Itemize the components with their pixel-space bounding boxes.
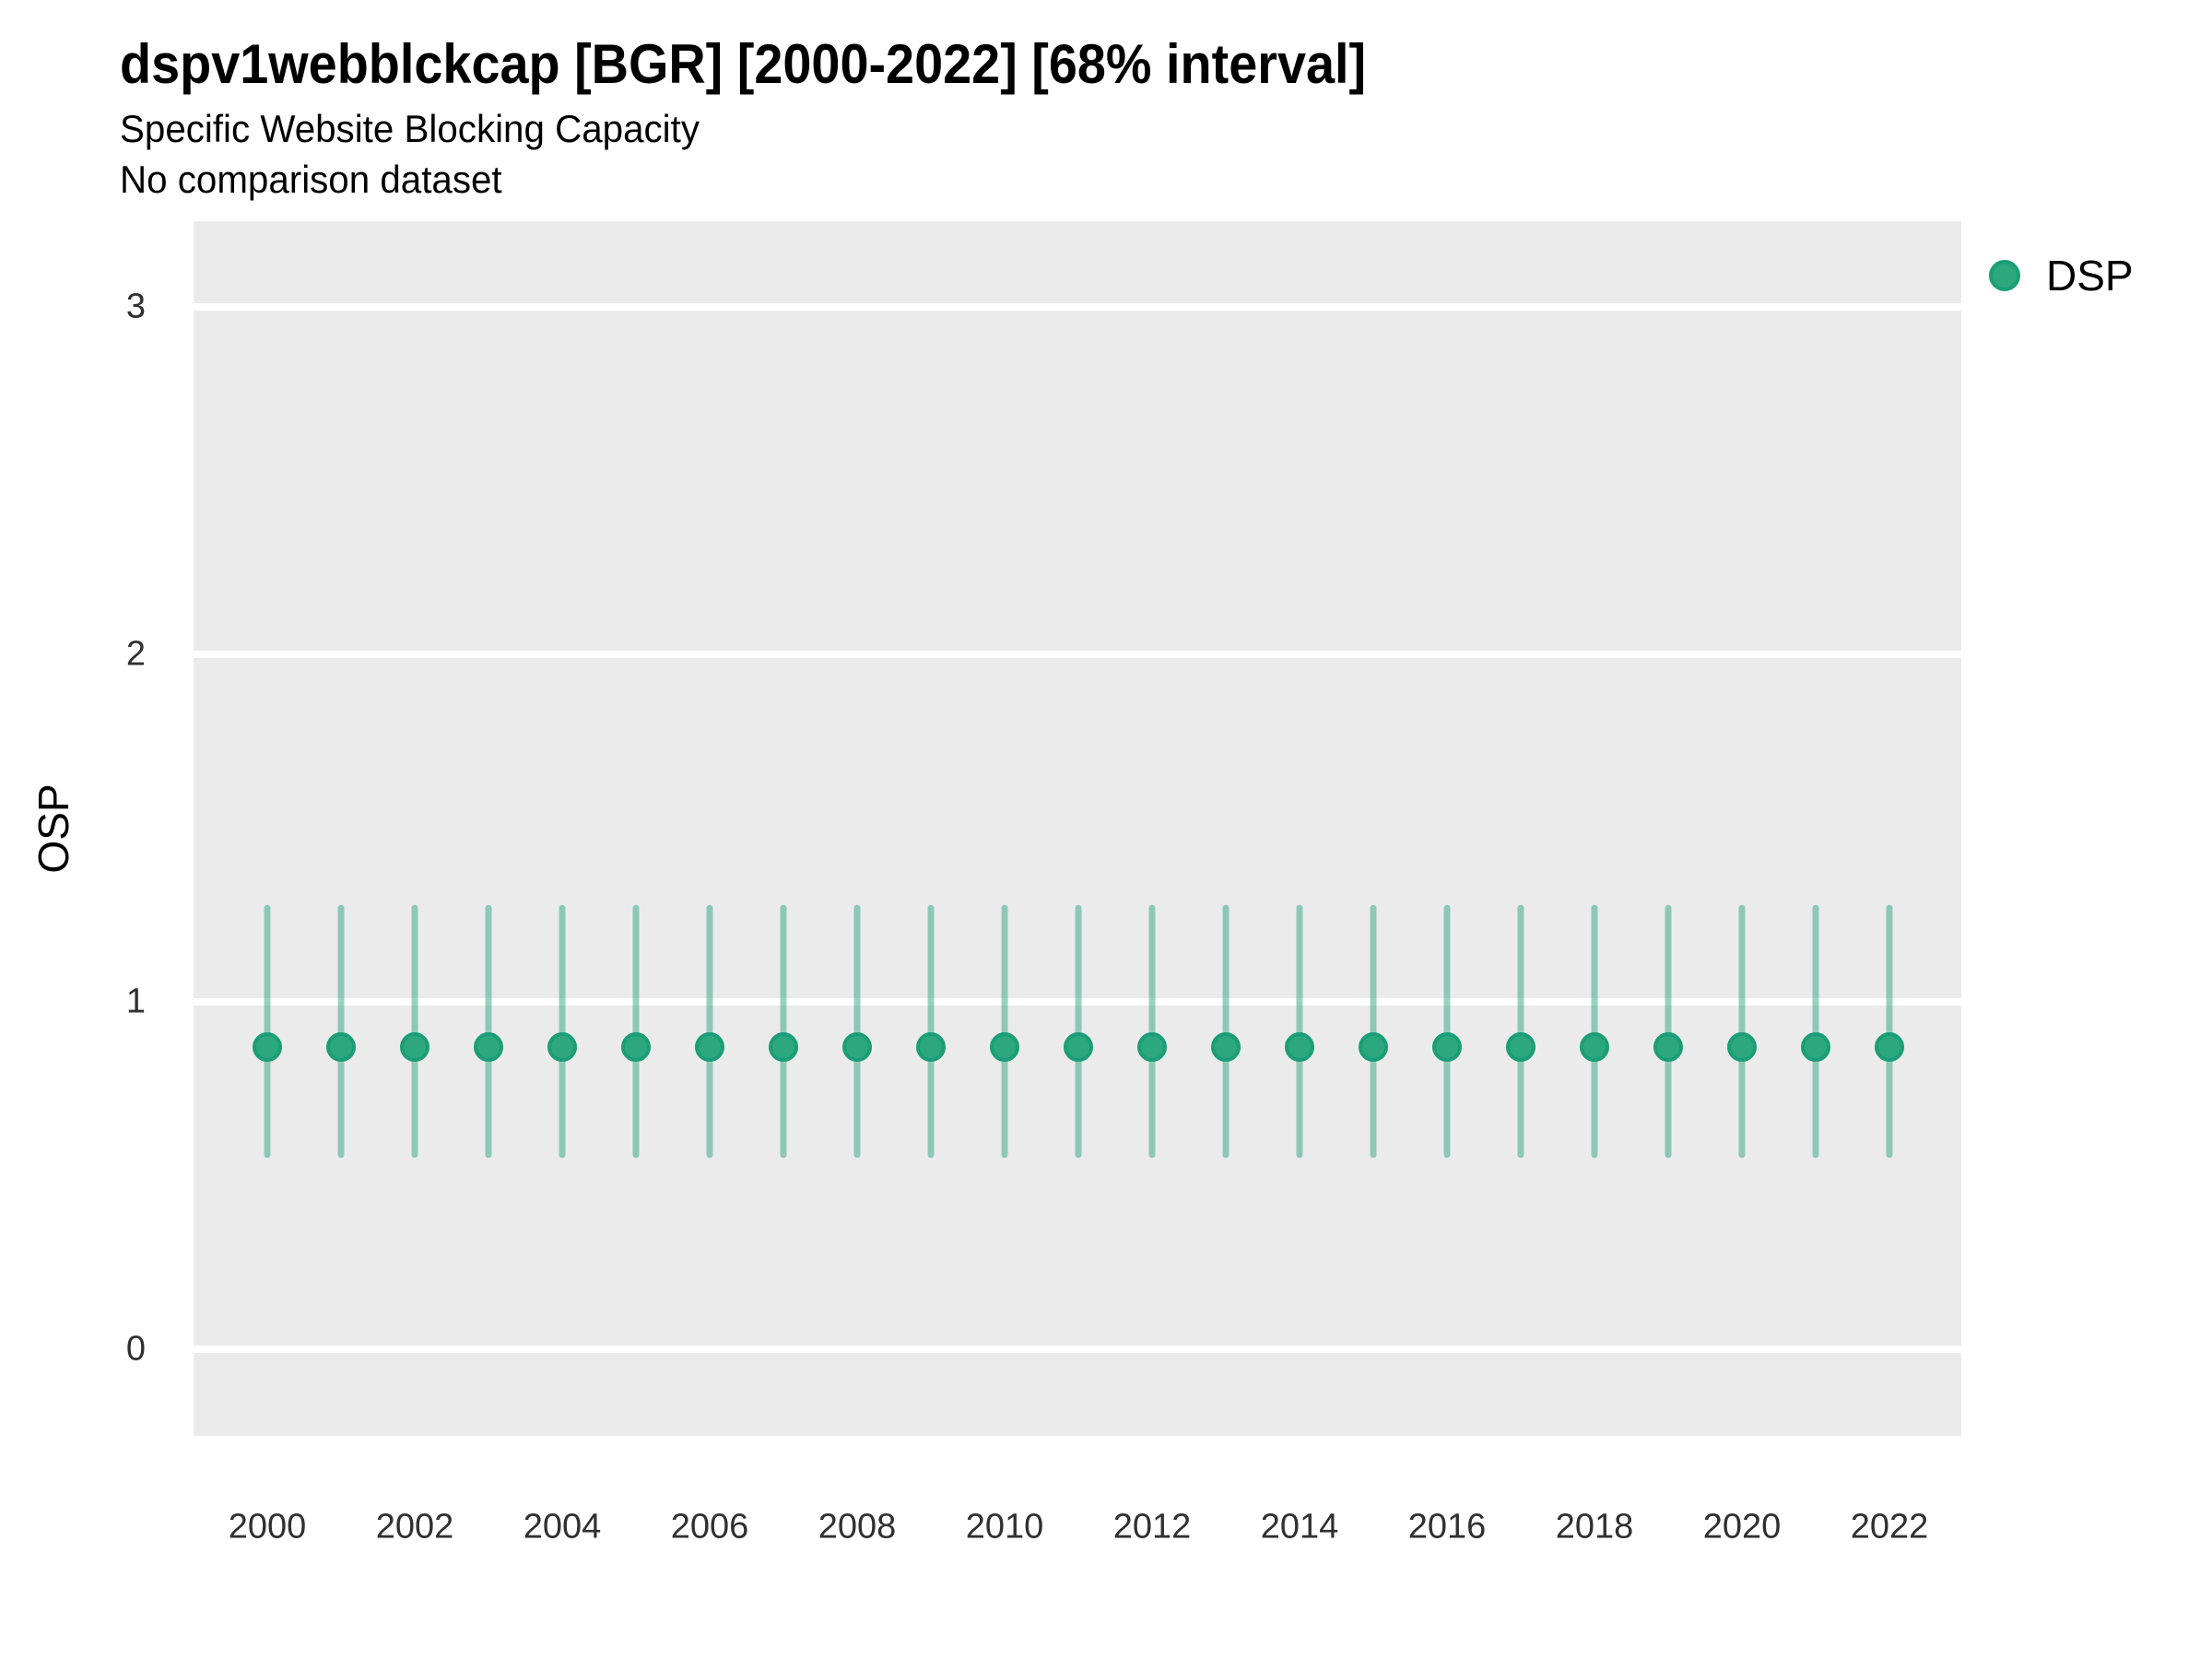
point-estimate-2020 <box>1727 1032 1757 1063</box>
point-estimate-2013 <box>1211 1032 1241 1063</box>
point-estimate-2001 <box>326 1032 356 1063</box>
point-estimate-2010 <box>990 1032 1019 1063</box>
point-estimate-2012 <box>1137 1032 1167 1063</box>
point-estimate-2016 <box>1432 1032 1462 1063</box>
point-estimate-2005 <box>621 1032 651 1063</box>
point-estimate-2019 <box>1653 1032 1683 1063</box>
x-tick-label-2000: 2000 <box>228 1507 307 1547</box>
x-tick-label-2008: 2008 <box>818 1507 897 1547</box>
point-estimate-2009 <box>916 1032 946 1063</box>
legend-label: DSP <box>2046 252 2134 300</box>
legend-point-icon <box>1989 260 2020 291</box>
x-tick-label-2010: 2010 <box>965 1507 1044 1547</box>
x-tick-label-2004: 2004 <box>523 1507 602 1547</box>
x-tick-label-2012: 2012 <box>1112 1507 1192 1547</box>
plot-canvas <box>194 303 1961 1353</box>
y-axis-title: OSP <box>29 783 77 874</box>
chart-note: No comparison dataset <box>120 158 502 201</box>
point-estimate-2008 <box>842 1032 872 1063</box>
chart-title: dspv1webblckcap [BGR] [2000-2022] [68% i… <box>120 33 1367 95</box>
plot-panel <box>194 221 1961 1436</box>
x-tick-label-2022: 2022 <box>1850 1507 1929 1547</box>
point-estimate-2002 <box>400 1032 429 1063</box>
y-tick-label-3: 3 <box>125 287 146 326</box>
point-estimate-2015 <box>1359 1032 1388 1063</box>
chart-subtitle: Specific Website Blocking Capacity <box>120 107 700 150</box>
x-tick-label-2002: 2002 <box>375 1507 454 1547</box>
point-estimate-2006 <box>695 1032 724 1063</box>
y-tick-label-2: 2 <box>125 634 146 674</box>
point-estimate-2018 <box>1580 1032 1609 1063</box>
point-estimate-2003 <box>474 1032 503 1063</box>
point-estimate-2011 <box>1064 1032 1093 1063</box>
legend: DSP <box>1989 245 2134 306</box>
x-tick-label-2014: 2014 <box>1260 1507 1339 1547</box>
point-estimate-2021 <box>1801 1032 1830 1063</box>
y-tick-label-1: 1 <box>125 982 146 1021</box>
point-estimate-2004 <box>547 1032 577 1063</box>
point-estimate-2007 <box>769 1032 798 1063</box>
point-estimate-2000 <box>253 1032 282 1063</box>
x-tick-label-2016: 2016 <box>1407 1507 1487 1547</box>
point-estimate-2022 <box>1875 1032 1904 1063</box>
x-tick-label-2020: 2020 <box>1702 1507 1782 1547</box>
point-estimate-2017 <box>1506 1032 1535 1063</box>
x-tick-label-2018: 2018 <box>1555 1507 1634 1547</box>
y-tick-label-0: 0 <box>125 1329 146 1369</box>
x-tick-label-2006: 2006 <box>670 1507 749 1547</box>
point-estimate-2014 <box>1285 1032 1314 1063</box>
